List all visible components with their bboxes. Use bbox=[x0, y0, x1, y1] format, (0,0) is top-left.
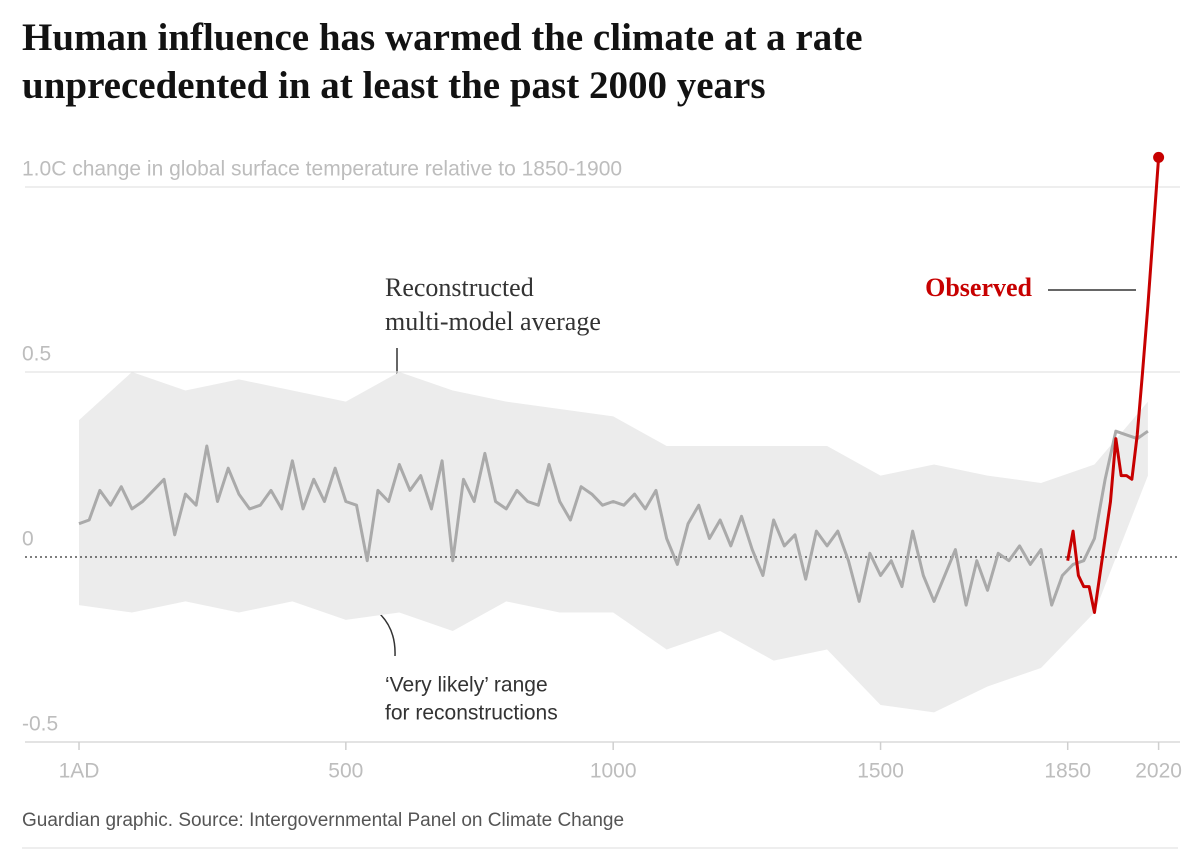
x-tick-label: 1500 bbox=[857, 760, 904, 783]
x-tick-label: 1000 bbox=[590, 760, 637, 783]
y-tick-label: 1.0C change in global surface temperatur… bbox=[22, 158, 622, 181]
annotation: multi-model average bbox=[385, 307, 601, 336]
series-line bbox=[1066, 157, 1161, 614]
chart-title: Human influence has warmed the climate a… bbox=[22, 16, 863, 107]
annotation: Observed bbox=[925, 273, 1032, 302]
source: Guardian graphic. Source: Intergovernmen… bbox=[22, 810, 624, 831]
series-line bbox=[78, 429, 1149, 607]
y-tick-label: 0.5 bbox=[22, 343, 51, 366]
end-point bbox=[1153, 151, 1165, 163]
leader-line bbox=[379, 613, 396, 657]
annotation: ‘Very likely’ range bbox=[385, 674, 548, 697]
annotation: for reconstructions bbox=[385, 702, 558, 725]
x-tick-label: 1AD bbox=[59, 760, 100, 783]
y-tick-label: 0 bbox=[22, 528, 34, 551]
x-tick-label: 500 bbox=[328, 760, 363, 783]
annotation: Reconstructed bbox=[385, 273, 534, 302]
y-tick-label: -0.5 bbox=[22, 713, 58, 736]
uncertainty-band bbox=[79, 372, 1148, 713]
x-tick-label: 2020 bbox=[1135, 760, 1182, 783]
x-tick-label: 1850 bbox=[1044, 760, 1091, 783]
